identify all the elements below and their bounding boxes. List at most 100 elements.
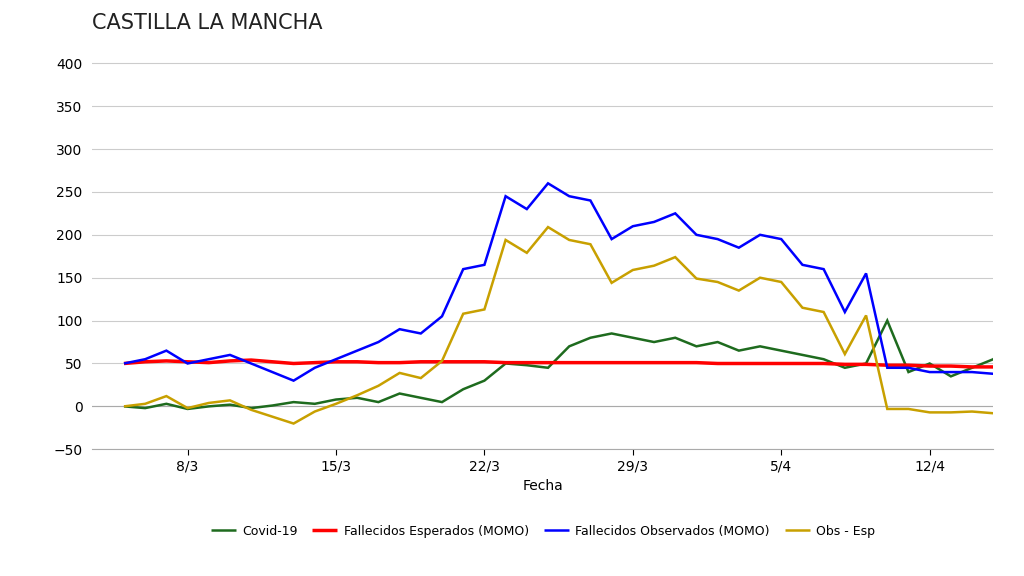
Fallecidos Esperados (MOMO): [500, 359, 512, 366]
Fallecidos Observados (MOMO): [860, 270, 872, 277]
Fallecidos Esperados (MOMO): [224, 358, 237, 365]
Obs - Esp: [627, 267, 639, 274]
Obs - Esp: [966, 408, 978, 415]
Line: Fallecidos Esperados (MOMO): Fallecidos Esperados (MOMO): [124, 360, 1024, 368]
Fallecidos Observados (MOMO): [266, 369, 279, 376]
Fallecidos Esperados (MOMO): [690, 359, 702, 366]
Covid-19: [585, 334, 597, 341]
Covid-19: [648, 339, 660, 346]
Covid-19: [627, 334, 639, 341]
Fallecidos Esperados (MOMO): [181, 358, 194, 365]
Covid-19: [839, 365, 851, 372]
Fallecidos Observados (MOMO): [373, 339, 385, 346]
Fallecidos Observados (MOMO): [839, 309, 851, 316]
Fallecidos Observados (MOMO): [139, 356, 152, 363]
Fallecidos Observados (MOMO): [415, 330, 427, 337]
Covid-19: [457, 386, 469, 393]
Obs - Esp: [520, 249, 532, 256]
Obs - Esp: [415, 374, 427, 381]
Fallecidos Observados (MOMO): [1009, 369, 1021, 376]
Line: Obs - Esp: Obs - Esp: [124, 227, 1024, 423]
Fallecidos Esperados (MOMO): [966, 363, 978, 370]
Obs - Esp: [987, 410, 999, 416]
Covid-19: [203, 403, 215, 410]
Obs - Esp: [924, 409, 936, 416]
Fallecidos Observados (MOMO): [118, 360, 130, 367]
Fallecidos Observados (MOMO): [563, 193, 575, 200]
Covid-19: [690, 343, 702, 350]
Obs - Esp: [563, 237, 575, 244]
Obs - Esp: [308, 408, 321, 415]
Obs - Esp: [245, 406, 257, 413]
Covid-19: [415, 395, 427, 401]
Covid-19: [924, 360, 936, 367]
Obs - Esp: [330, 400, 342, 407]
Fallecidos Esperados (MOMO): [754, 360, 766, 367]
Fallecidos Observados (MOMO): [902, 365, 914, 372]
Obs - Esp: [860, 312, 872, 319]
Covid-19: [373, 399, 385, 406]
Fallecidos Esperados (MOMO): [542, 359, 554, 366]
Obs - Esp: [351, 392, 364, 399]
X-axis label: Fecha: Fecha: [522, 479, 563, 493]
Fallecidos Observados (MOMO): [733, 244, 745, 251]
Fallecidos Esperados (MOMO): [351, 358, 364, 365]
Covid-19: [224, 401, 237, 408]
Line: Fallecidos Observados (MOMO): Fallecidos Observados (MOMO): [124, 183, 1024, 381]
Covid-19: [712, 339, 724, 346]
Fallecidos Esperados (MOMO): [987, 363, 999, 370]
Fallecidos Observados (MOMO): [500, 193, 512, 200]
Fallecidos Observados (MOMO): [436, 313, 449, 320]
Fallecidos Esperados (MOMO): [160, 358, 172, 365]
Fallecidos Esperados (MOMO): [669, 359, 681, 366]
Fallecidos Esperados (MOMO): [118, 360, 130, 367]
Fallecidos Esperados (MOMO): [203, 359, 215, 366]
Obs - Esp: [1009, 407, 1021, 414]
Covid-19: [775, 347, 787, 354]
Obs - Esp: [902, 406, 914, 412]
Fallecidos Observados (MOMO): [181, 360, 194, 367]
Fallecidos Esperados (MOMO): [415, 358, 427, 365]
Covid-19: [966, 365, 978, 372]
Fallecidos Esperados (MOMO): [436, 358, 449, 365]
Fallecidos Esperados (MOMO): [585, 359, 597, 366]
Fallecidos Observados (MOMO): [987, 370, 999, 377]
Fallecidos Observados (MOMO): [924, 369, 936, 376]
Covid-19: [733, 347, 745, 354]
Text: CASTILLA LA MANCHA: CASTILLA LA MANCHA: [92, 13, 323, 33]
Fallecidos Observados (MOMO): [966, 369, 978, 376]
Obs - Esp: [605, 279, 617, 286]
Fallecidos Observados (MOMO): [585, 197, 597, 204]
Obs - Esp: [373, 382, 385, 389]
Covid-19: [797, 351, 809, 358]
Obs - Esp: [160, 393, 172, 400]
Fallecidos Esperados (MOMO): [860, 361, 872, 368]
Fallecidos Esperados (MOMO): [924, 363, 936, 370]
Fallecidos Observados (MOMO): [160, 347, 172, 354]
Obs - Esp: [690, 275, 702, 282]
Covid-19: [542, 365, 554, 372]
Fallecidos Esperados (MOMO): [945, 363, 957, 370]
Covid-19: [330, 396, 342, 403]
Covid-19: [288, 399, 300, 406]
Fallecidos Esperados (MOMO): [839, 361, 851, 368]
Covid-19: [1009, 334, 1021, 341]
Obs - Esp: [288, 420, 300, 427]
Obs - Esp: [817, 309, 829, 316]
Fallecidos Observados (MOMO): [797, 262, 809, 268]
Obs - Esp: [945, 409, 957, 416]
Fallecidos Esperados (MOMO): [627, 359, 639, 366]
Covid-19: [266, 402, 279, 409]
Fallecidos Esperados (MOMO): [797, 360, 809, 367]
Covid-19: [817, 356, 829, 363]
Covid-19: [160, 400, 172, 407]
Covid-19: [351, 395, 364, 401]
Covid-19: [945, 373, 957, 380]
Obs - Esp: [118, 403, 130, 410]
Obs - Esp: [797, 304, 809, 311]
Covid-19: [987, 356, 999, 363]
Obs - Esp: [542, 223, 554, 230]
Obs - Esp: [436, 358, 449, 365]
Covid-19: [118, 403, 130, 410]
Fallecidos Esperados (MOMO): [288, 360, 300, 367]
